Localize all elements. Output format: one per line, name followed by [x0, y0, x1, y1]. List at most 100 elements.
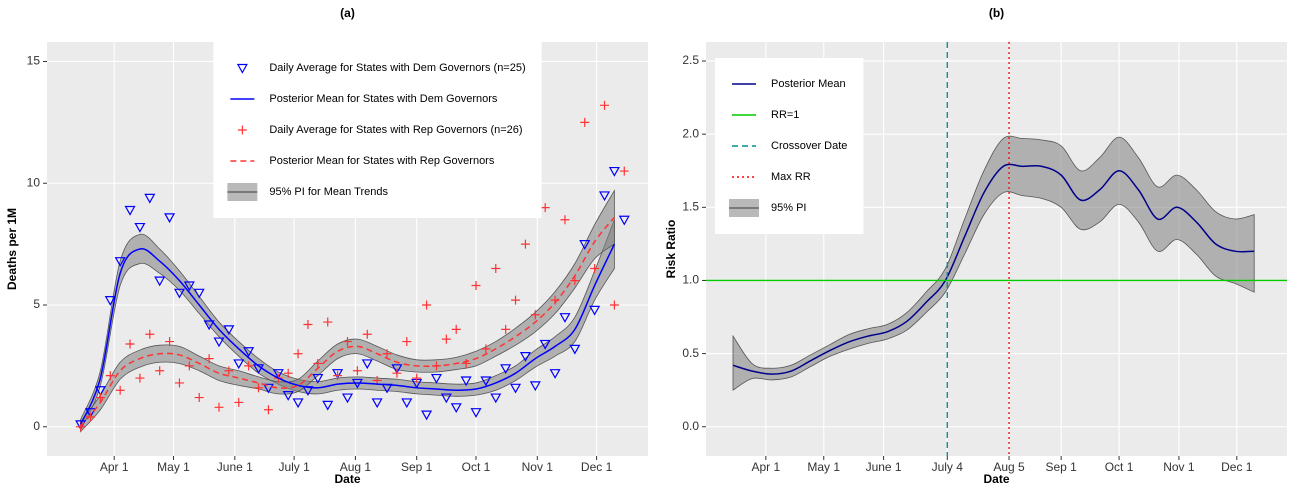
- x-tick-label: Sep 1: [401, 460, 433, 474]
- legend-label: Daily Average for States with Dem Govern…: [269, 62, 525, 74]
- confidence-band: [80, 219, 615, 430]
- legend-label: Posterior Mean for States with Dem Gover…: [269, 93, 498, 105]
- data-point: [283, 368, 293, 378]
- data-point: [391, 364, 403, 375]
- y-tick-label: 1.5: [682, 199, 699, 213]
- data-point: [529, 381, 541, 392]
- x-tick-label: May 1: [807, 460, 840, 474]
- y-tick-label: 15: [27, 54, 41, 68]
- data-point: [401, 398, 413, 409]
- x-tick-label: Nov 1: [522, 460, 554, 474]
- data-point: [213, 337, 225, 348]
- x-tick-label: Dec 1: [1221, 460, 1253, 474]
- legend-label: RR=1: [771, 109, 799, 121]
- data-point: [263, 405, 273, 415]
- data-point: [539, 339, 551, 350]
- data-point: [362, 329, 372, 339]
- y-tick-label: 2.0: [682, 126, 699, 140]
- data-point: [570, 276, 580, 286]
- y-tick-label: 5: [33, 297, 40, 311]
- data-point: [441, 334, 451, 344]
- legend-label: Posterior Mean: [771, 78, 846, 90]
- data-point: [95, 393, 105, 403]
- data-point: [392, 368, 402, 378]
- legend-key: [236, 63, 248, 74]
- data-point: [323, 317, 333, 327]
- data-point: [253, 364, 265, 375]
- data-point: [193, 288, 205, 299]
- x-tick-label: Dec 1: [581, 460, 613, 474]
- data-point: [115, 385, 125, 395]
- data-point: [402, 337, 412, 347]
- data-point: [451, 324, 461, 334]
- data-point: [422, 300, 432, 310]
- data-point: [490, 393, 502, 404]
- data-point: [234, 397, 244, 407]
- data-point: [520, 239, 530, 249]
- data-point: [461, 358, 471, 368]
- data-point: [569, 344, 581, 355]
- data-point: [312, 373, 324, 384]
- data-point: [183, 281, 195, 292]
- data-point: [609, 300, 619, 310]
- data-point: [173, 288, 185, 299]
- data-point: [244, 361, 254, 371]
- data-point: [262, 383, 274, 394]
- data-point: [608, 166, 620, 177]
- data-point: [491, 263, 501, 273]
- x-tick-label: Sep 1: [1045, 460, 1077, 474]
- data-point: [460, 376, 472, 387]
- data-point: [272, 369, 284, 379]
- data-point: [322, 400, 334, 411]
- data-point: [598, 191, 611, 202]
- data-point: [154, 276, 166, 287]
- data-point: [165, 337, 175, 347]
- plot-area: [706, 42, 1287, 456]
- data-point: [333, 371, 343, 381]
- x-tick-label: June 1: [217, 460, 253, 474]
- x-tick-label: Aug 5: [993, 460, 1025, 474]
- data-point: [145, 329, 155, 339]
- data-point: [214, 402, 224, 412]
- data-point: [332, 369, 344, 379]
- x-axis-title: Date: [983, 472, 1009, 486]
- x-tick-label: Nov 1: [1163, 460, 1195, 474]
- data-point: [282, 391, 294, 401]
- data-point: [618, 215, 630, 226]
- data-point: [243, 347, 255, 358]
- chart-title: (a): [340, 6, 355, 20]
- data-point: [559, 313, 571, 323]
- chart-title: (b): [989, 6, 1004, 20]
- data-point: [174, 378, 184, 388]
- data-point: [254, 383, 264, 393]
- data-point: [125, 339, 135, 349]
- data-point: [481, 344, 491, 354]
- legend-label: 95% PI for Mean Trends: [269, 186, 388, 198]
- data-point: [85, 412, 95, 422]
- legend-label: Max RR: [771, 171, 811, 183]
- data-point: [135, 373, 145, 383]
- legend-label: Daily Average for States with Rep Govern…: [269, 124, 522, 136]
- x-tick-label: July 4: [932, 460, 964, 474]
- data-point: [590, 263, 600, 273]
- x-tick-label: June 1: [866, 460, 902, 474]
- data-point: [224, 366, 234, 376]
- data-point: [589, 305, 601, 316]
- data-point: [540, 203, 550, 213]
- data-point: [560, 215, 570, 225]
- x-axis-title: Date: [334, 472, 360, 486]
- y-tick-label: 0.5: [682, 346, 699, 360]
- y-tick-label: 10: [27, 175, 41, 189]
- data-point: [382, 349, 392, 359]
- line-series: [80, 216, 615, 428]
- data-point: [352, 366, 362, 376]
- data-point: [580, 117, 590, 127]
- data-point: [313, 358, 323, 368]
- legend: Posterior Mean RR=1 Crossover Date Max RR 95…: [715, 58, 864, 234]
- data-point: [184, 361, 194, 371]
- data-point: [223, 325, 235, 336]
- data-point: [134, 222, 146, 233]
- legend-box: [213, 42, 542, 218]
- data-point: [549, 369, 561, 379]
